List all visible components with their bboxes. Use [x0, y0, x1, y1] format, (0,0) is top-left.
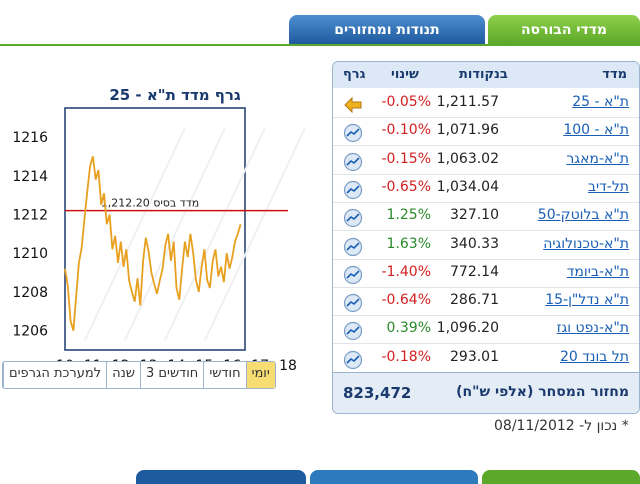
period-selector: יומי חודשי 3 חודשים שנה למערכת הגרפים	[2, 361, 276, 389]
index-name-link[interactable]: ת"א-טכנולוגיה	[543, 235, 629, 252]
index-change: -0.64%	[381, 292, 431, 309]
tab-indices[interactable]: מדדי הבורסה	[488, 15, 640, 44]
index-value: 327.10	[450, 207, 499, 224]
arrow-left-icon[interactable]	[343, 95, 363, 115]
bottom-tab-2[interactable]	[310, 470, 478, 484]
header-change: שינוי	[391, 67, 419, 82]
chart-icon[interactable]	[343, 350, 363, 370]
bottom-tab-3[interactable]	[482, 470, 640, 484]
top-bar: תנודות ומחזורים מדדי הבורסה	[0, 0, 640, 44]
trading-volume-row: מחזור המסחר (אלפי ש"ח) 823,472	[333, 372, 639, 413]
x-tick-label: 18	[279, 358, 297, 374]
background-stripe	[164, 127, 266, 341]
header-graph: גרף	[343, 67, 366, 82]
index-change: 1.25%	[386, 207, 431, 224]
trading-volume-value: 823,472	[343, 384, 412, 402]
index-change: -0.65%	[381, 178, 431, 195]
table-row: ת"א בלוטק-50 327.10 1.25%	[333, 202, 639, 232]
y-tick-label: 1212	[12, 207, 48, 223]
chart-icon[interactable]	[343, 208, 363, 228]
table-row: ת"א נדל"ן-15 286.71 -0.64%	[333, 287, 639, 317]
index-name-link[interactable]: ת"א - 100	[563, 122, 629, 139]
index-name-link[interactable]: ת"א-ביומד	[566, 263, 629, 280]
index-value: 1,034.04	[436, 178, 499, 195]
y-tick-label: 1216	[12, 130, 48, 146]
index-name-link[interactable]: ת"א - 25	[572, 94, 629, 110]
index-value: 1,211.57	[436, 94, 499, 110]
chart-icon[interactable]	[343, 180, 363, 200]
index-chart: מדד בסיס 1,212.20 1206 1208 1210 1212 1214 12…	[12, 107, 306, 374]
y-tick-label: 1206	[12, 324, 48, 340]
trading-volume-label: מחזור המסחר (אלפי ש"ח)	[456, 384, 629, 400]
table-row: תל-דיב 1,034.04 -0.65%	[333, 174, 639, 203]
index-value: 772.14	[450, 263, 499, 280]
period-option[interactable]: יומי	[245, 362, 275, 388]
period-option[interactable]: חודשי	[203, 362, 245, 388]
index-series-line	[64, 156, 242, 331]
index-change: -0.05%	[381, 94, 431, 110]
chart-icon[interactable]	[343, 293, 363, 313]
table-row: ת"א - 25 1,211.57 -0.05%	[333, 89, 639, 118]
chart-icon[interactable]	[343, 123, 363, 143]
period-option[interactable]: 3 חודשים	[140, 362, 203, 388]
period-option[interactable]: שנה	[106, 362, 140, 388]
index-value: 1,063.02	[436, 150, 499, 167]
index-change: -0.10%	[381, 122, 431, 139]
index-value: 1,096.20	[436, 320, 499, 337]
index-name-link[interactable]: תל בונד 20	[559, 348, 629, 365]
table-row: ת"א-מאגר 1,063.02 -0.15%	[333, 146, 639, 175]
table-row: תל בונד 20 293.01 -0.18%	[333, 344, 639, 373]
index-name-link[interactable]: ת"א-נפט וגז	[556, 320, 629, 337]
tab-turnover[interactable]: תנודות ומחזורים	[289, 15, 485, 44]
chart-icon[interactable]	[343, 321, 363, 341]
index-name-link[interactable]: ת"א-מאגר	[566, 150, 629, 167]
index-value: 286.71	[450, 292, 499, 309]
indices-table: מדד בנקודות שינוי גרף ת"א - 25 1,211.57 -0…	[332, 61, 640, 414]
index-change: 1.63%	[386, 235, 431, 252]
index-change: -1.40%	[381, 263, 431, 280]
header-value: בנקודות	[459, 67, 508, 82]
table-row: ת"א-ביומד 772.14 -1.40%	[333, 259, 639, 288]
chart-title: גרף מדד ת"א - 25	[109, 86, 241, 104]
as-of-date: * נכון ל- 08/11/2012	[494, 418, 629, 434]
index-change: -0.18%	[381, 348, 431, 365]
index-name-link[interactable]: ת"א נדל"ן-15	[545, 292, 629, 309]
index-value: 293.01	[450, 348, 499, 365]
y-tick-label: 1208	[12, 285, 48, 301]
index-change: -0.15%	[381, 150, 431, 167]
table-row: ת"א-נפט וגז 1,096.20 0.39%	[333, 315, 639, 345]
chart-icon[interactable]	[343, 237, 363, 257]
index-name-link[interactable]: ת"א בלוטק-50	[537, 207, 629, 224]
period-option[interactable]: למערכת הגרפים	[3, 362, 106, 388]
bottom-tab-1[interactable]	[136, 470, 306, 484]
background-stripe	[84, 127, 186, 341]
background-stripe	[124, 127, 226, 341]
index-name-link[interactable]: תל-דיב	[587, 178, 629, 195]
chart-icon[interactable]	[343, 152, 363, 172]
y-tick-label: 1214	[12, 169, 48, 185]
header-name: מדד	[602, 67, 627, 82]
index-value: 340.33	[450, 235, 499, 252]
background-stripe	[204, 127, 306, 341]
baseline-label: מדד בסיס 1,212.20	[101, 197, 200, 210]
table-header: מדד בנקודות שינוי גרף	[333, 62, 639, 88]
index-value: 1,071.96	[436, 122, 499, 139]
table-row: ת"א - 100 1,071.96 -0.10%	[333, 117, 639, 147]
index-change: 0.39%	[386, 320, 431, 337]
table-row: ת"א-טכנולוגיה 340.33 1.63%	[333, 231, 639, 260]
y-tick-label: 1210	[12, 246, 48, 262]
chart-icon[interactable]	[343, 265, 363, 285]
